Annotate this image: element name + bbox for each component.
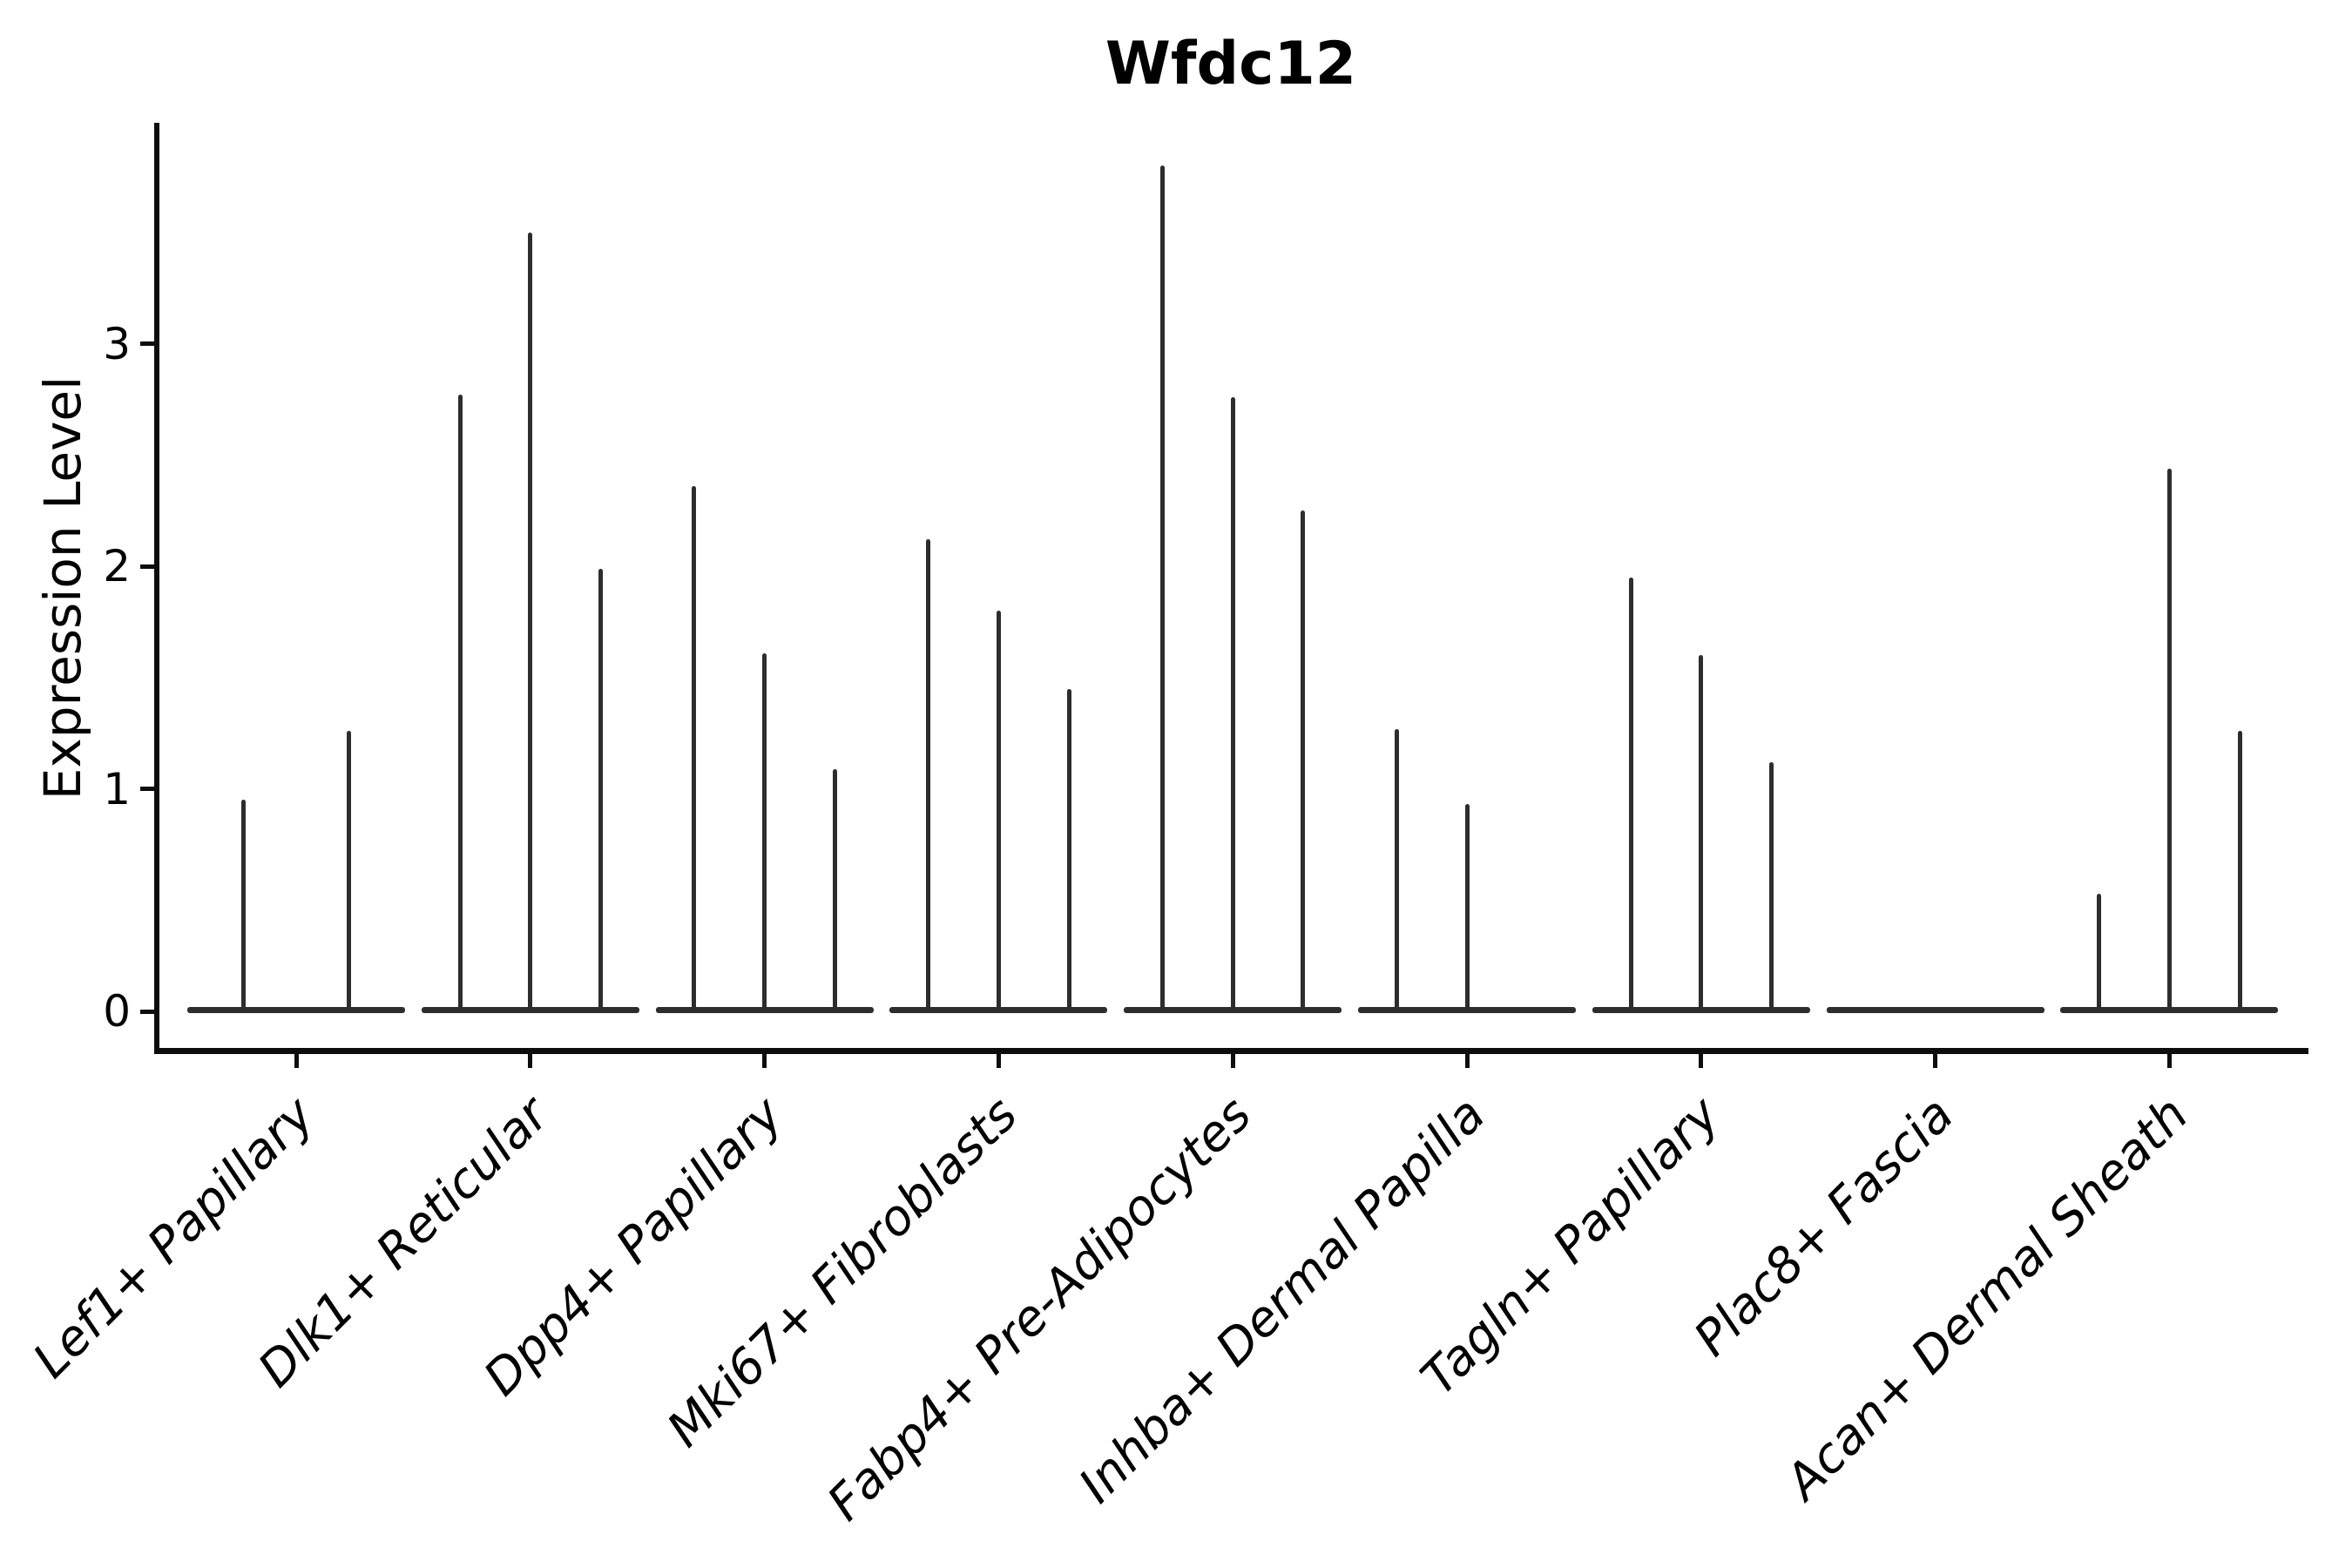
- violin-spike: [2097, 893, 2102, 1013]
- y-tick: [140, 787, 155, 791]
- violin-spike: [457, 395, 463, 1013]
- violin-spike: [2237, 731, 2242, 1013]
- violin-spike: [996, 611, 1001, 1013]
- x-tick: [294, 1054, 299, 1068]
- violin-spike: [1301, 510, 1306, 1013]
- y-tick: [140, 341, 155, 346]
- y-tick-label: 2: [103, 541, 131, 591]
- x-tick: [1699, 1054, 1704, 1068]
- x-tick: [1933, 1054, 1938, 1068]
- y-tick-label: 0: [103, 986, 131, 1037]
- x-tick-label: Acan+ Dermal Sheath: [1774, 1086, 2200, 1511]
- violin-spike: [2166, 468, 2172, 1013]
- x-tick: [2166, 1054, 2172, 1068]
- x-tick: [1464, 1054, 1470, 1068]
- violin-baseline: [1826, 1007, 2044, 1013]
- y-axis-spine: [154, 123, 159, 1054]
- violin-spike: [1160, 166, 1166, 1013]
- y-tick: [140, 564, 155, 569]
- violin-spike: [1066, 688, 1071, 1013]
- violin-spike: [692, 486, 697, 1013]
- violin-spike: [346, 731, 351, 1013]
- x-tick: [762, 1054, 767, 1068]
- plot-title: Wfdc12: [1105, 30, 1357, 98]
- violin-spike: [1230, 396, 1235, 1013]
- x-axis-spine: [154, 1048, 2308, 1054]
- x-tick-label: Fabp4+ Pre-Adipocytes: [816, 1086, 1263, 1532]
- violin-spike: [241, 800, 247, 1013]
- y-tick-label: 3: [103, 318, 131, 369]
- violin-spike: [1768, 761, 1774, 1013]
- x-tick: [996, 1054, 1001, 1068]
- y-tick-label: 1: [103, 763, 131, 814]
- violin-spike: [1464, 804, 1470, 1013]
- violin-spike: [762, 652, 767, 1013]
- x-tick: [1230, 1054, 1235, 1068]
- violin-spike: [1394, 728, 1399, 1013]
- x-tick-label: Inhba+ Dermal Papilla: [1068, 1086, 1497, 1515]
- violin-spike: [832, 768, 837, 1013]
- violin-spike: [1628, 577, 1633, 1013]
- violin-spike: [598, 568, 603, 1013]
- y-axis-title: Expression Level: [33, 375, 92, 801]
- violin-spike: [926, 539, 931, 1013]
- violin-spike: [1699, 655, 1704, 1013]
- x-tick: [528, 1054, 533, 1068]
- violin-spike: [528, 232, 533, 1013]
- violin-baseline: [187, 1007, 405, 1013]
- y-tick: [140, 1009, 155, 1014]
